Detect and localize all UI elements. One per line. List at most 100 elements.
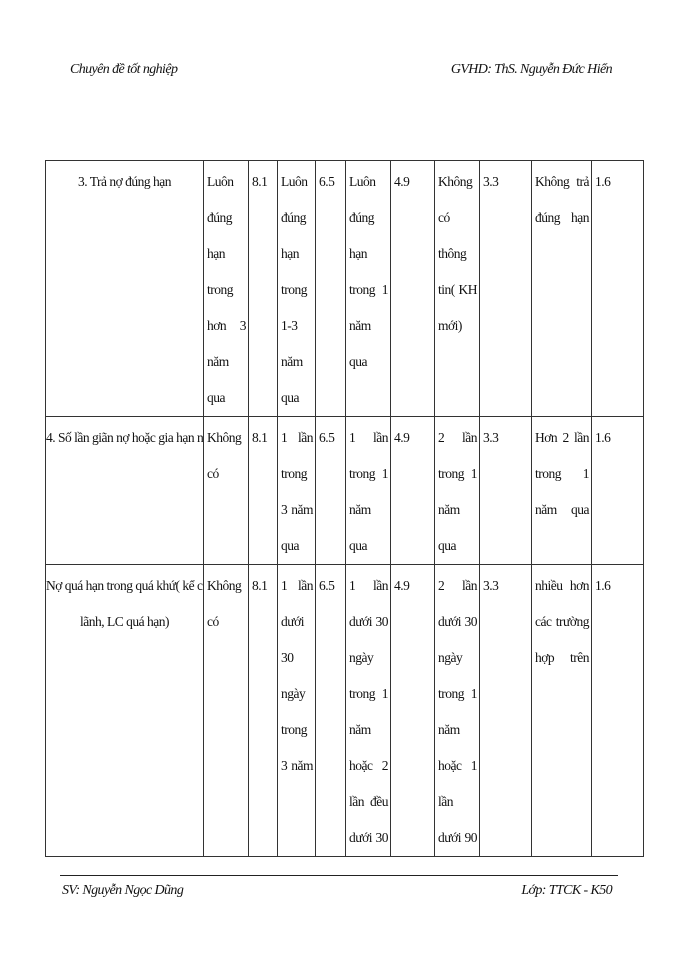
criterion-cell: Nợ quá hạn trong quá khứ( kể cả bảo lãnh,… [45,564,204,857]
description-line: dưới [281,614,304,629]
description-line: dưới 30 [349,614,389,629]
score-cell: 6.5 [315,160,346,417]
description-line: trong [281,466,308,481]
description-line: trong 1 [349,466,389,481]
description-line: 3 năm [281,758,314,773]
description-line: năm [438,502,460,517]
criterion-line: 4. Số lần giãn nợ hoặc gia hạn nợ [46,430,204,445]
level-description-cell: 1 lần trong 3 năm qua [277,416,316,565]
criterion-line: Nợ quá hạn trong quá khứ( kể cả bảo [46,578,203,593]
description-line: năm [207,354,229,369]
description-line: hơn 3 [207,318,247,333]
footer-divider [60,875,618,876]
description-line: thông [438,246,467,261]
description-line: đúng [281,210,307,225]
description-line: 2 lần [438,578,478,593]
level-description-cell: 2 lần dưới 30 ngày trong 1 năm hoặc 1 lần dưới … [434,564,480,857]
description-line: 1 lần [281,430,314,445]
description-line: hoặc 2 [349,758,389,773]
credit-scoring-table: 3. Trả nợ đúng hạn Luôn đúng hạn trong hơn 3 n… [45,160,644,857]
description-line: trong 1 [438,466,478,481]
table-row: 4. Số lần giãn nợ hoặc gia hạn nợ Không có… [45,416,644,565]
description-line: ngày [349,650,374,665]
description-line: trong 1 [349,282,389,297]
description-line: 3 năm [281,502,314,517]
description-line: 1 lần [281,578,314,593]
description-line: nhiều hơn [535,578,590,593]
description-line: dưới 30 [349,830,389,845]
score-cell: 3.3 [479,416,532,565]
description-line: trong [281,722,308,737]
level-description-cell: Không có thông tin( KH mới) [434,160,480,417]
description-line: hạn [281,246,300,261]
score-cell: 8.1 [248,416,278,565]
description-line: Hơn 2 lần [535,430,590,445]
level-description-cell: Không trả đúng hạn [531,160,592,417]
table-row: Nợ quá hạn trong quá khứ( kể cả bảo lãnh,… [45,564,644,857]
score-cell: 3.3 [479,160,532,417]
description-line: Không [207,578,242,593]
description-line: Không trả [535,174,590,189]
score-cell: 3.3 [479,564,532,857]
score-cell: 6.5 [315,564,346,857]
footer-right: Lớp: TTCK - K50 [521,883,612,898]
description-line: đúng [207,210,233,225]
description-line: trong [207,282,234,297]
description-line: trong 1 [535,466,590,481]
description-line: lần [438,794,454,809]
score-cell: 8.1 [248,564,278,857]
description-line: Luôn [207,174,234,189]
description-line: có [438,210,450,225]
description-line: đúng hạn [535,210,590,225]
description-line: trong [281,282,308,297]
description-line: qua [207,390,226,405]
footer-left: SV: Nguyễn Ngọc Dũng [62,883,184,898]
score-cell: 8.1 [248,160,278,417]
description-line: ngày [438,650,463,665]
description-line: qua [349,354,368,369]
description-line: đúng [349,210,375,225]
header-right: GVHD: ThS. Nguyễn Đức Hiển [450,62,613,77]
level-description-cell: Luôn đúng hạn trong hơn 3 năm qua [203,160,249,417]
criterion-cell: 3. Trả nợ đúng hạn [45,160,204,417]
criterion-cell: 4. Số lần giãn nợ hoặc gia hạn nợ [45,416,204,565]
level-description-cell: nhiều hơn các trường hợp trên [531,564,592,857]
score-cell: 1.6 [591,564,644,857]
table-row: 3. Trả nợ đúng hạn Luôn đúng hạn trong hơn 3 n… [45,160,644,417]
description-line: qua [349,538,368,553]
description-line: các trường [535,614,590,629]
description-line: Luôn [349,174,376,189]
description-line: trong 1 [349,686,389,701]
description-line: tin( KH [438,282,478,297]
level-description-cell: Luôn đúng hạn trong 1 năm qua [345,160,391,417]
description-line: năm [349,318,371,333]
level-description-cell: 1 lần dưới 30 ngày trong 3 năm [277,564,316,857]
description-line: năm [281,354,303,369]
level-description-cell: 1 lần dưới 30 ngày trong 1 năm hoặc 2 lần đều d… [345,564,391,857]
score-cell: 6.5 [315,416,346,565]
header-left: Chuyên đề tốt nghiệp [70,62,178,77]
score-cell: 4.9 [390,564,435,857]
description-line: hạn [207,246,226,261]
description-line: dưới 30 [438,614,478,629]
description-line: 2 lần [438,430,478,445]
level-description-cell: Luôn đúng hạn trong 1-3 năm qua [277,160,316,417]
description-line: Không [207,430,242,445]
description-line: ngày [281,686,306,701]
description-line: hợp trên [535,650,590,665]
description-line: năm [349,722,371,737]
description-line: qua [438,538,457,553]
criterion-line: lãnh, LC quá hạn) [80,614,169,629]
score-cell: 4.9 [390,416,435,565]
description-line: 1-3 [281,318,298,333]
description-line: mới) [438,318,462,333]
description-line: Không [438,174,473,189]
description-line: 1 lần [349,430,389,445]
score-cell: 1.6 [591,416,644,565]
description-line: năm [438,722,460,737]
description-line: hoặc 1 [438,758,478,773]
description-line: dưới 90 [438,830,478,845]
level-description-cell: Không có [203,416,249,565]
description-line: có [207,466,219,481]
